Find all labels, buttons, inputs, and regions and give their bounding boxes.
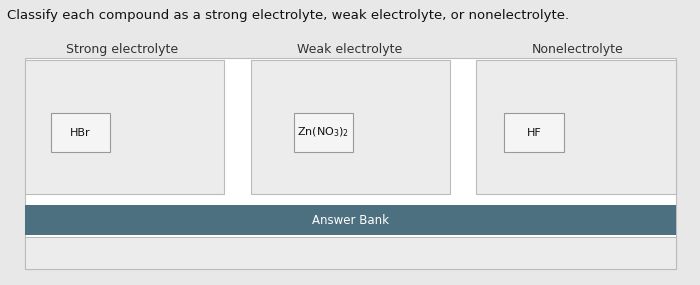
- Bar: [25, 58, 676, 269]
- Bar: [476, 60, 676, 194]
- Bar: [294, 113, 354, 152]
- Text: Answer Bank: Answer Bank: [312, 214, 388, 227]
- Text: HF: HF: [526, 127, 542, 138]
- Text: Classify each compound as a strong electrolyte, weak electrolyte, or nonelectrol: Classify each compound as a strong elect…: [7, 9, 569, 22]
- Bar: [251, 60, 450, 194]
- Text: HBr: HBr: [70, 127, 91, 138]
- Bar: [504, 113, 564, 152]
- Text: $\mathrm{Zn(NO_3)_2}$: $\mathrm{Zn(NO_3)_2}$: [298, 126, 349, 139]
- Bar: [25, 237, 676, 269]
- Bar: [51, 113, 111, 152]
- Text: Strong electrolyte: Strong electrolyte: [66, 43, 178, 56]
- Bar: [25, 205, 676, 235]
- Bar: [25, 60, 224, 194]
- Text: Weak electrolyte: Weak electrolyte: [298, 43, 402, 56]
- Text: Nonelectrolyte: Nonelectrolyte: [531, 43, 624, 56]
